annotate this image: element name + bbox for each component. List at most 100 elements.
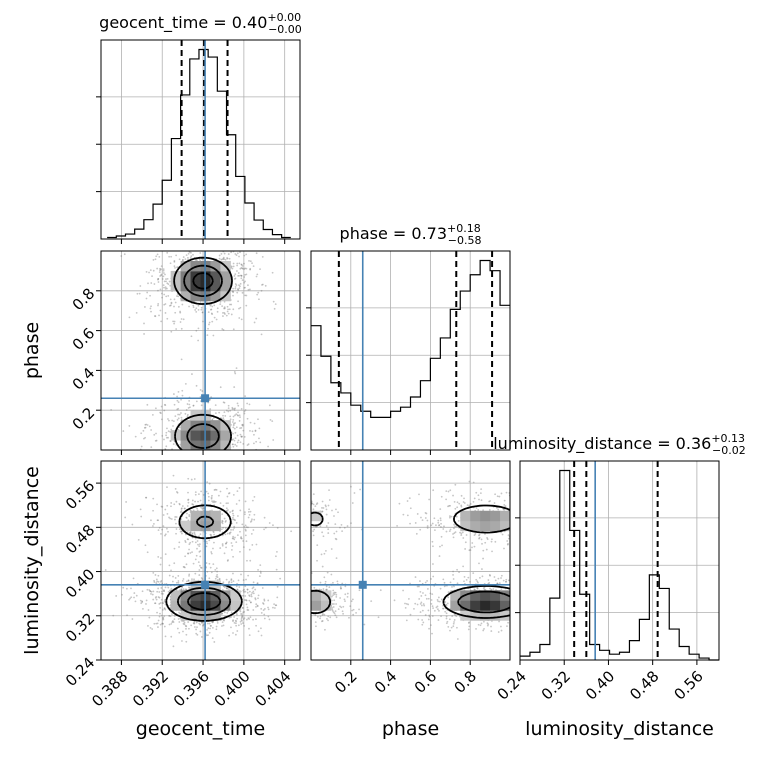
sample-point [196,547,198,550]
sample-point [201,258,204,261]
sample-point [240,497,242,499]
sample-point [246,402,249,405]
sample-point [168,516,170,519]
sample-point [471,542,474,544]
sample-point [188,251,191,253]
sample-point [236,262,239,265]
sample-point [341,530,344,533]
sample-point [185,517,188,519]
sample-point [219,490,222,493]
sample-point [308,593,310,595]
sample-point [437,600,440,603]
sample-point [453,523,456,526]
sample-point [505,580,507,583]
sample-point [173,305,175,308]
sample-point [161,601,164,604]
sample-point [197,473,199,475]
sample-point [227,509,229,511]
density-cell [460,520,471,532]
sample-point [145,297,148,300]
sample-point [448,504,450,507]
sample-point [185,240,187,242]
sample-point [314,505,317,508]
sample-point [236,264,239,267]
sample-point [343,598,346,601]
sample-point [252,453,254,455]
sample-point [258,575,261,577]
sample-point [157,281,160,283]
sample-point [304,607,306,609]
sample-point [541,614,543,616]
sample-point [195,310,198,313]
sample-point [244,500,247,503]
sample-point [235,620,238,623]
sample-point [200,577,203,579]
sample-point [169,284,172,287]
sample-point [530,523,532,525]
sample-point [242,540,244,542]
sample-point [148,589,151,591]
sample-point [232,294,234,297]
sample-point [402,589,404,592]
sample-point [202,507,205,510]
sample-point [247,463,249,465]
sample-point [407,598,410,600]
sample-point [170,518,173,520]
density-cell [210,430,221,441]
sample-point [227,559,229,561]
sample-point [332,592,335,595]
sample-point [234,619,237,622]
sample-point [173,562,176,565]
sample-point [496,495,499,498]
sample-point [167,436,169,439]
sample-point [316,559,318,562]
density-cell [470,600,481,611]
sample-point [455,615,458,617]
sample-point [304,603,306,605]
sample-point [538,583,540,585]
sample-point [445,615,448,618]
sample-point [167,530,169,533]
sample-point [194,537,197,540]
sample-point [156,622,159,625]
sample-point [162,272,165,274]
sample-point [261,255,264,258]
sample-point [231,510,234,513]
sample-point [224,542,227,545]
sample-point [172,575,174,578]
sample-point [180,474,182,476]
sample-point [162,514,165,516]
sample-point [288,601,290,603]
sample-point [232,509,234,512]
sample-point [182,578,185,580]
density-cell [190,290,201,302]
sample-point [168,623,171,626]
sample-point [458,502,461,505]
sample-point [233,371,236,373]
sample-point [243,254,246,257]
sample-point [542,492,544,494]
sample-point [547,607,549,609]
sample-point [409,522,411,525]
sample-point [230,458,232,460]
sample-point [188,399,191,402]
sample-point [254,430,257,432]
sample-point [227,410,230,413]
sample-point [201,390,204,392]
sample-point [245,540,248,543]
sample-point [211,320,214,323]
sample-point [249,520,252,523]
sample-point [494,493,496,496]
sample-point [129,597,131,600]
sample-point [194,491,197,494]
sample-point [226,310,229,313]
sample-point [177,575,180,577]
sample-point [292,596,294,598]
sample-point [291,576,293,578]
sample-point [248,618,251,620]
sample-point [199,389,202,391]
sample-point [511,601,513,603]
sample-point [174,241,176,243]
sample-point [256,293,259,296]
sample-point [449,581,452,584]
